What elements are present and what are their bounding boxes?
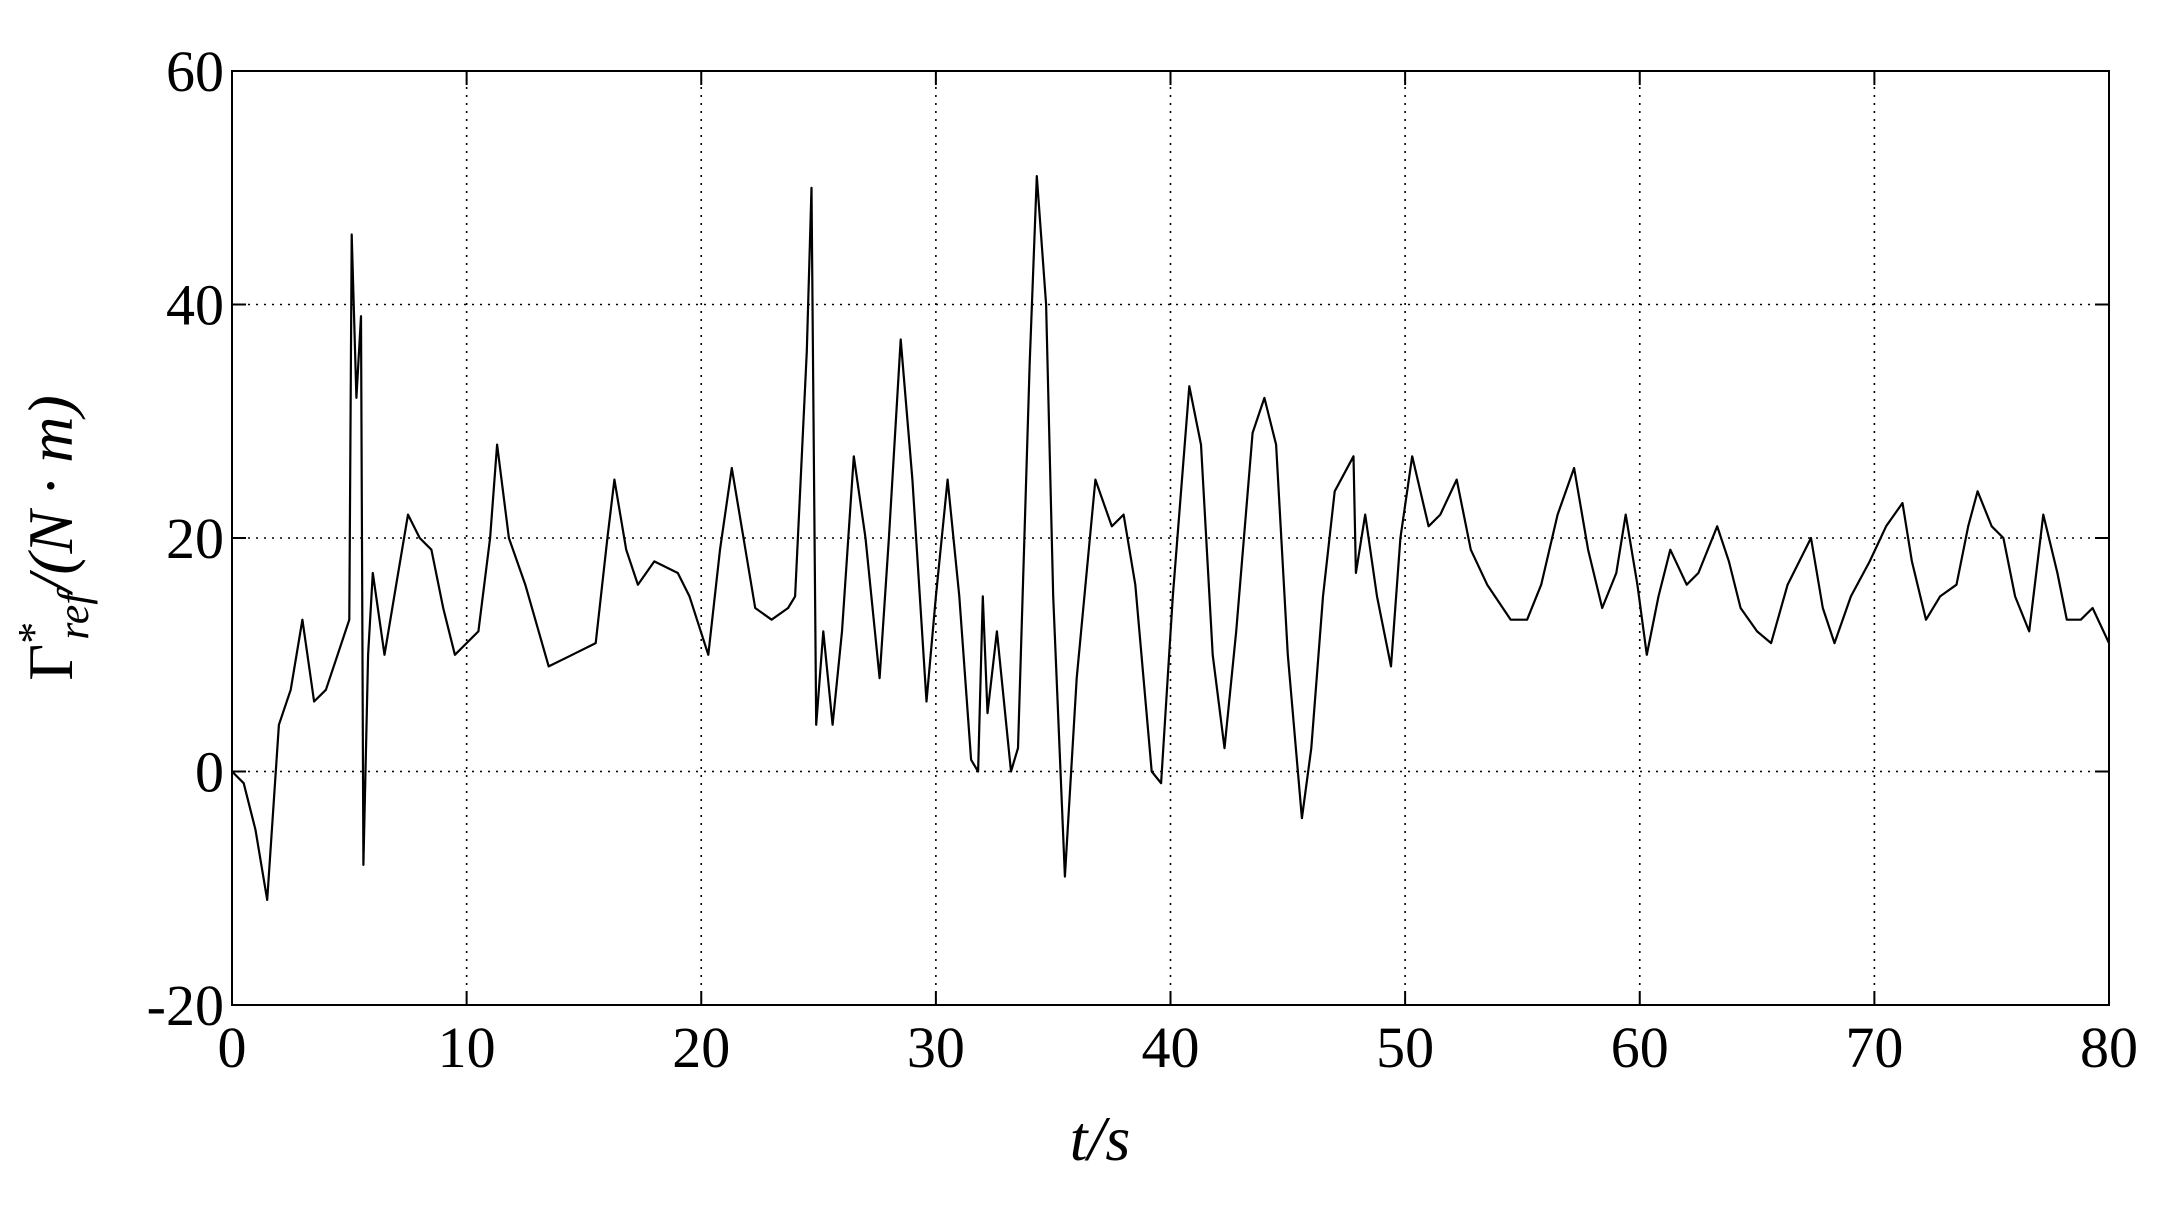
y-tick-label: 60 <box>166 39 224 104</box>
plot-frame <box>231 70 2110 1006</box>
x-tick-label: 40 <box>1142 1015 1200 1080</box>
y-label-unit: /(N · m) <box>15 395 86 595</box>
y-axis-label: Γ*ref/(N · m) <box>9 395 98 681</box>
y-tick-label: 20 <box>166 506 224 571</box>
x-tick-label: 80 <box>2080 1015 2138 1080</box>
y-tick-label: -20 <box>147 973 224 1038</box>
x-tick-label: 30 <box>907 1015 965 1080</box>
y-tick-label: 0 <box>195 740 224 805</box>
x-tick-label: 0 <box>218 1015 247 1080</box>
data-line <box>231 175 2110 901</box>
y-label-sup: * <box>9 622 58 644</box>
x-axis-label: t/s <box>1070 1103 1130 1174</box>
y-tick-label: 40 <box>166 273 224 338</box>
x-tick-label: 10 <box>438 1015 496 1080</box>
x-tick-label: 20 <box>672 1015 730 1080</box>
x-tick-label: 50 <box>1376 1015 1434 1080</box>
y-label-sub: ref <box>49 587 98 640</box>
x-tick-label: 70 <box>1845 1015 1903 1080</box>
y-label-symbol: Γ <box>15 644 86 681</box>
x-tick-label: 60 <box>1611 1015 1669 1080</box>
